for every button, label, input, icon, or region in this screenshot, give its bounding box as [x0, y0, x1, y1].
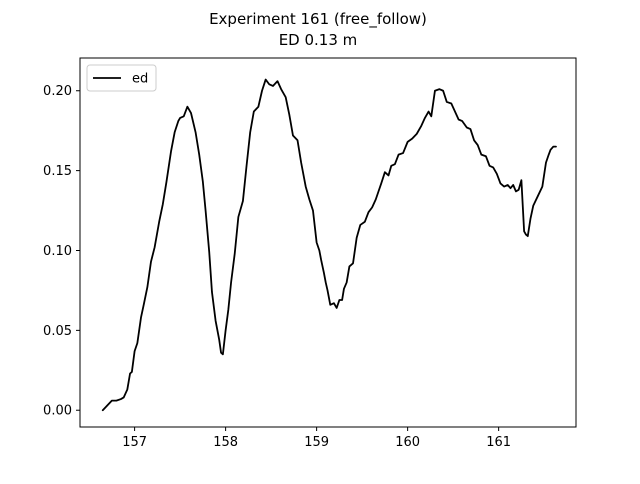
y-tick-label: 0.15 [43, 164, 72, 179]
series-layer [101, 78, 557, 412]
x-tick-label: 157 [122, 435, 147, 450]
x-tick-label: 161 [486, 435, 511, 450]
plot-frame [79, 57, 577, 428]
y-tick-label: 0.10 [43, 244, 72, 259]
chart-subtitle: ED 0.13 m [279, 31, 358, 49]
legend-label-ed: ed [132, 72, 148, 87]
legend: ed [86, 64, 157, 92]
x-tick-label: 159 [304, 435, 329, 450]
y-tick-label: 0.05 [43, 324, 72, 339]
y-axis-ticks: 0.00 0.05 0.10 0.15 0.20 [43, 84, 80, 419]
x-tick-label: 160 [395, 435, 420, 450]
chart-title: Experiment 161 (free_follow) [209, 10, 427, 29]
y-tick-label: 0.20 [43, 84, 72, 99]
y-tick-label: 0.00 [43, 404, 72, 419]
legend-box [86, 64, 157, 92]
x-tick-label: 158 [213, 435, 238, 450]
x-axis-ticks: 157 158 159 160 161 [122, 427, 511, 450]
series-line-ed [101, 78, 557, 412]
